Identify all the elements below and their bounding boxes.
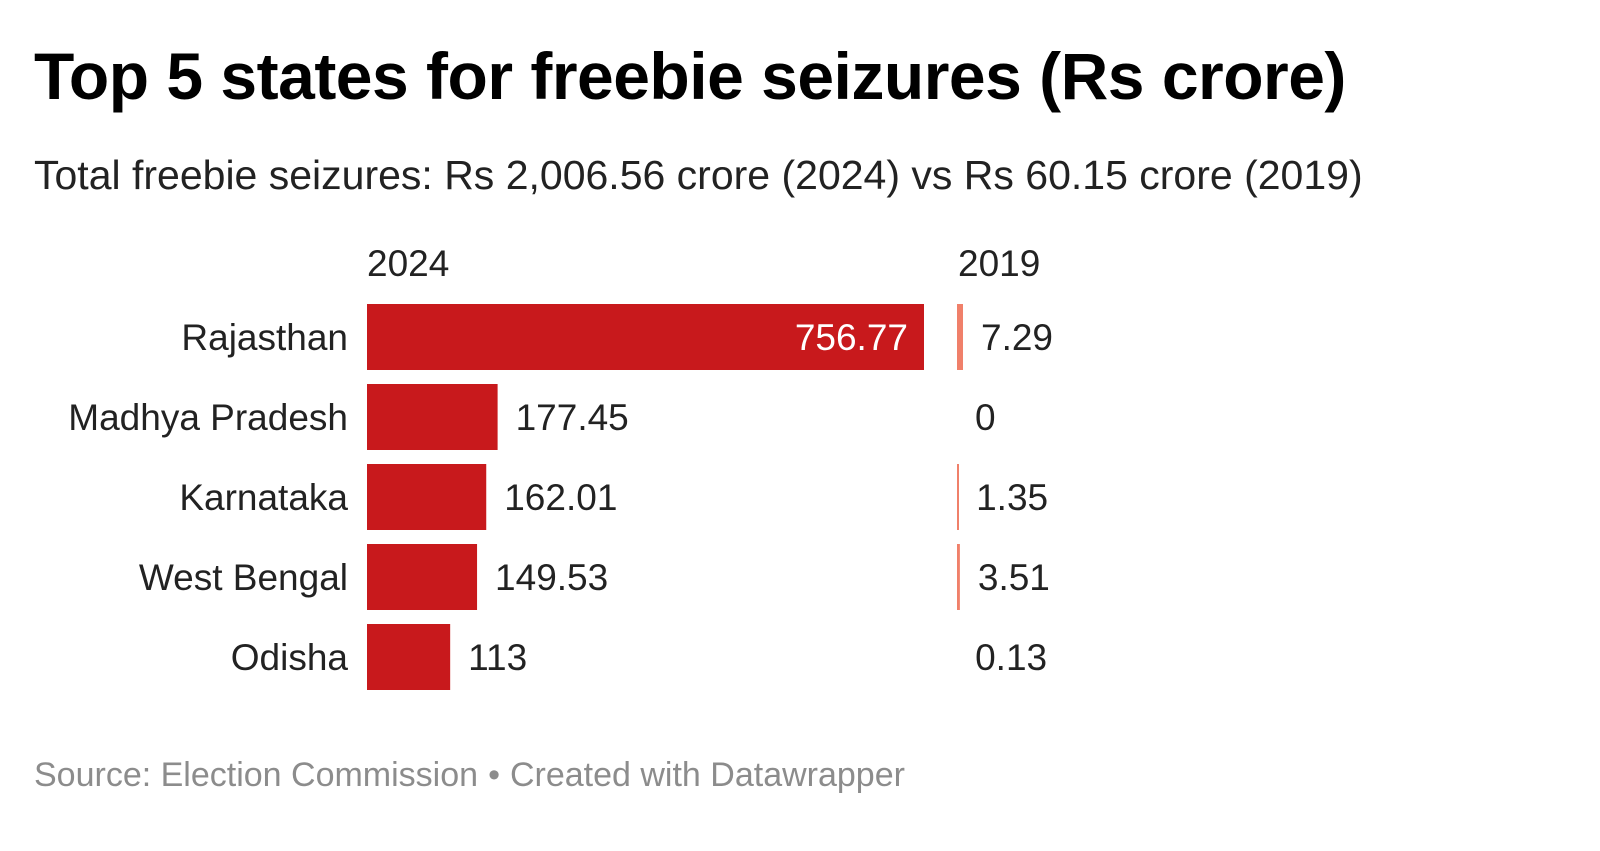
value-label-2024: 149.53 — [495, 557, 608, 598]
value-label-2019: 1.35 — [976, 477, 1048, 518]
bar-chart: Rajasthan 756.77 7.29 Madhya Pradesh 177.45 0… — [68, 304, 1053, 690]
category-label: West Bengal — [139, 557, 348, 598]
value-label-2019: 7.29 — [981, 317, 1053, 358]
column-header-2024: 2024 — [367, 243, 450, 284]
bar-2024 — [367, 624, 451, 690]
bar-2024 — [367, 544, 478, 610]
category-label: Madhya Pradesh — [68, 397, 348, 438]
bar-2019 — [957, 544, 960, 610]
value-label-2019: 0 — [975, 397, 996, 438]
category-label: Rajasthan — [181, 317, 348, 358]
credit-text: Created with Datawrapper — [509, 756, 905, 794]
bar-2024 — [367, 304, 924, 370]
bar-2019 — [957, 304, 963, 370]
value-label-2024: 162.01 — [504, 477, 617, 518]
value-label-2024: 113 — [468, 637, 527, 678]
chart-title: Top 5 states for freebie seizures (Rs cr… — [34, 39, 1346, 113]
value-label-2024: 756.77 — [795, 317, 908, 358]
value-label-2019: 3.51 — [978, 557, 1050, 598]
bar-2024 — [367, 384, 498, 450]
bar-2024 — [367, 464, 487, 530]
value-label-2024: 177.45 — [516, 397, 629, 438]
value-label-2019: 0.13 — [975, 637, 1047, 678]
chart-footer: Source: Election Commission • Created with… — [34, 756, 905, 795]
chart-subtitle: Total freebie seizures: Rs 2,006.56 cror… — [34, 152, 1363, 198]
footer-separator: • — [488, 756, 500, 794]
source-text: Source: Election Commission — [34, 756, 479, 794]
category-label: Odisha — [231, 637, 349, 678]
category-label: Karnataka — [179, 477, 348, 518]
column-header-2019: 2019 — [958, 243, 1041, 284]
bar-2019 — [957, 464, 959, 530]
